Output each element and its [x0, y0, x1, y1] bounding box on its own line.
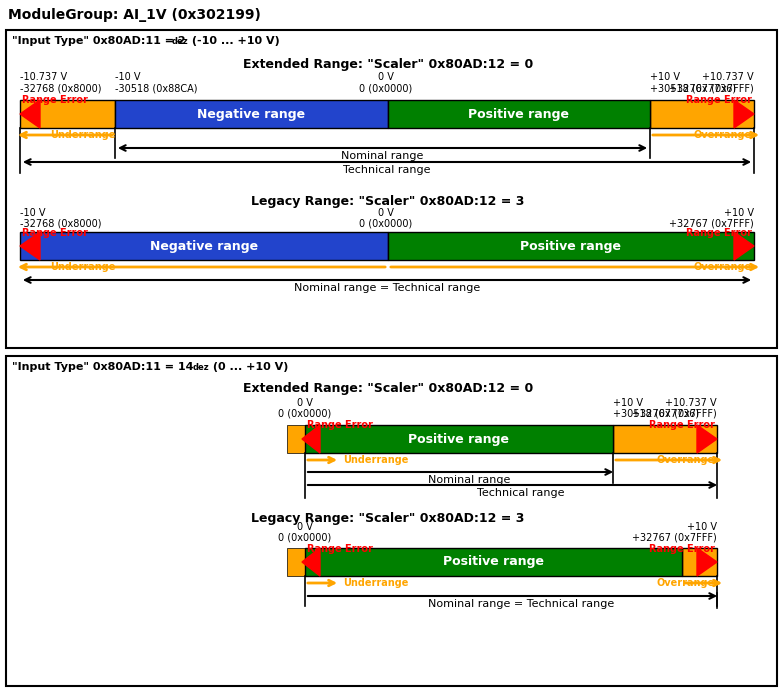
Text: Positive range: Positive range [443, 556, 544, 569]
Text: "Input Type" 0x80AD:11 = 2: "Input Type" 0x80AD:11 = 2 [12, 36, 186, 46]
Bar [6, 356, 777, 686]
Text: -10 V: -10 V [20, 208, 45, 218]
Text: (-10 ... +10 V): (-10 ... +10 V) [188, 36, 280, 46]
Text: Legacy Range: "Scaler" 0x80AD:12 = 3: Legacy Range: "Scaler" 0x80AD:12 = 3 [251, 195, 525, 208]
Text: Range Error: Range Error [22, 228, 88, 238]
Text: 0 (0x0000): 0 (0x0000) [279, 408, 332, 418]
Bar [287, 425, 305, 453]
Text: Extended Range: "Scaler" 0x80AD:12 = 0: Extended Range: "Scaler" 0x80AD:12 = 0 [243, 58, 533, 71]
Text: -32768 (0x8000): -32768 (0x8000) [20, 83, 102, 93]
Text: +10 V: +10 V [724, 208, 754, 218]
Text: Nominal range = Technical range: Nominal range = Technical range [428, 599, 614, 609]
Text: "Input Type" 0x80AD:11 = 14: "Input Type" 0x80AD:11 = 14 [12, 362, 193, 372]
Text: +30518 (0x7736): +30518 (0x7736) [650, 83, 736, 93]
Text: 0 (0x0000): 0 (0x0000) [359, 83, 413, 93]
Bar [650, 100, 754, 128]
Text: -32768 (0x8000): -32768 (0x8000) [20, 218, 102, 228]
Polygon shape [20, 232, 40, 260]
Text: Positive range: Positive range [409, 433, 510, 446]
Bar [287, 548, 305, 576]
Polygon shape [302, 425, 320, 453]
Text: Positive range: Positive range [521, 240, 622, 252]
Text: -10.737 V: -10.737 V [20, 72, 67, 82]
Text: dez: dez [193, 363, 210, 372]
Bar [20, 100, 115, 128]
Text: +10.737 V: +10.737 V [666, 398, 717, 408]
Bar [6, 30, 777, 348]
Text: 0 V: 0 V [297, 522, 313, 532]
Text: Underrange: Underrange [343, 455, 409, 465]
Text: Nominal range = Technical range: Nominal range = Technical range [294, 283, 480, 293]
Text: +10 V: +10 V [613, 398, 643, 408]
Text: Positive range: Positive range [468, 108, 569, 120]
Text: 0 (0x0000): 0 (0x0000) [359, 218, 413, 228]
Text: Underrange: Underrange [50, 130, 115, 140]
Bar [305, 425, 613, 453]
Text: (0 ... +10 V): (0 ... +10 V) [209, 362, 288, 372]
Polygon shape [734, 100, 754, 128]
Bar [305, 548, 682, 576]
Text: Technical range: Technical range [478, 488, 565, 498]
Text: Overrange: Overrange [694, 130, 752, 140]
Text: +10.737 V: +10.737 V [702, 72, 754, 82]
Text: 0 V: 0 V [378, 72, 394, 82]
Text: +32767 (0x7FFF): +32767 (0x7FFF) [632, 532, 717, 542]
Text: 0 (0x0000): 0 (0x0000) [279, 532, 332, 542]
Text: Range Error: Range Error [22, 95, 88, 105]
Text: Range Error: Range Error [649, 544, 715, 554]
Text: +32767 (0x7FFF): +32767 (0x7FFF) [669, 83, 754, 93]
Polygon shape [734, 232, 754, 260]
Text: Underrange: Underrange [343, 578, 409, 588]
Text: Underrange: Underrange [50, 262, 115, 272]
Text: Negative range: Negative range [197, 108, 305, 120]
Text: Extended Range: "Scaler" 0x80AD:12 = 0: Extended Range: "Scaler" 0x80AD:12 = 0 [243, 382, 533, 395]
Text: Technical range: Technical range [343, 165, 431, 175]
Text: Overrange: Overrange [657, 455, 715, 465]
Text: Legacy Range: "Scaler" 0x80AD:12 = 3: Legacy Range: "Scaler" 0x80AD:12 = 3 [251, 512, 525, 525]
Text: Negative range: Negative range [150, 240, 258, 252]
Bar [682, 548, 717, 576]
Text: ModuleGroup: AI_1V (0x302199): ModuleGroup: AI_1V (0x302199) [8, 8, 261, 22]
Text: Range Error: Range Error [686, 95, 752, 105]
Text: Overrange: Overrange [657, 578, 715, 588]
Bar [388, 232, 754, 260]
Text: Range Error: Range Error [307, 420, 373, 430]
Text: Range Error: Range Error [307, 544, 373, 554]
Text: +10 V: +10 V [650, 72, 680, 82]
Text: +30518 (0x7736): +30518 (0x7736) [613, 408, 699, 418]
Bar [115, 100, 388, 128]
Text: -10 V: -10 V [115, 72, 140, 82]
Text: Range Error: Range Error [686, 228, 752, 238]
Polygon shape [697, 548, 717, 576]
Bar [388, 100, 650, 128]
Text: 0 V: 0 V [378, 208, 394, 218]
Text: Nominal range: Nominal range [341, 151, 424, 161]
Text: +32767 (0x7FFF): +32767 (0x7FFF) [669, 218, 754, 228]
Text: Range Error: Range Error [649, 420, 715, 430]
Text: Overrange: Overrange [694, 262, 752, 272]
Text: -30518 (0x88CA): -30518 (0x88CA) [115, 83, 197, 93]
Bar [20, 232, 388, 260]
Text: +10 V: +10 V [687, 522, 717, 532]
Polygon shape [697, 425, 717, 453]
Polygon shape [20, 100, 40, 128]
Polygon shape [302, 548, 320, 576]
Text: +32767 (0x7FFF): +32767 (0x7FFF) [632, 408, 717, 418]
Text: 0 V: 0 V [297, 398, 313, 408]
Text: Nominal range: Nominal range [428, 475, 511, 485]
Text: dez: dez [172, 37, 189, 46]
Bar [613, 425, 717, 453]
